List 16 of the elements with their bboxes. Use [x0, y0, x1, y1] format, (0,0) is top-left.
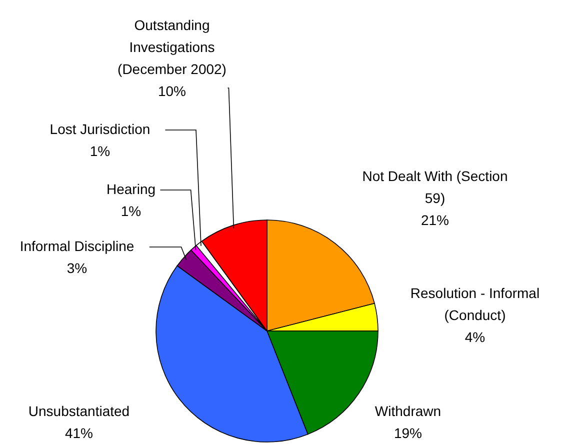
data-label: 41%: [64, 425, 94, 441]
slice-label: Lost Jurisdiction: [50, 121, 150, 137]
data-label: 21%: [420, 212, 450, 228]
data-label: 4%: [464, 329, 486, 345]
data-label: 3%: [66, 260, 88, 276]
data-label: 10%: [158, 83, 186, 99]
slice-label: Withdrawn: [374, 403, 442, 419]
slice-label: Unsubstantiated: [28, 403, 130, 419]
slice-label: Resolution - Informal (Conduct): [410, 285, 540, 323]
slice-label: Not Dealt With (Section 59): [362, 168, 508, 206]
slice-label: Hearing: [106, 181, 156, 197]
data-label: 19%: [394, 425, 422, 441]
data-label: 1%: [90, 143, 110, 159]
slice-label: Outstanding Investigations (December 2002): [118, 17, 226, 77]
data-label: 1%: [120, 203, 142, 219]
slice-label: Informal Discipline: [20, 238, 134, 254]
